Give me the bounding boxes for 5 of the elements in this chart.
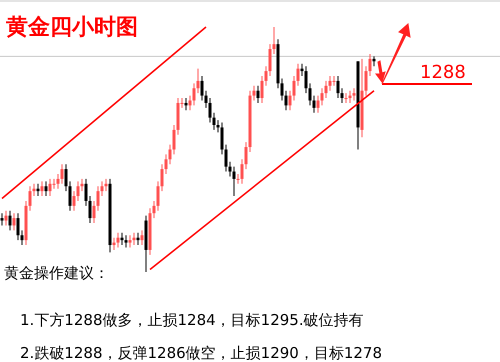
- annotation: 2.跌破1288，反弹1286做空，止损1290，目标1278: [20, 344, 382, 362]
- annotation: 1288: [420, 62, 466, 83]
- title: 黄金四小时图: [6, 15, 138, 40]
- annotation: 1.下方1288做多，止损1284，目标1295.破位持有: [20, 311, 364, 329]
- annotation: 黄金操作建议：: [4, 264, 109, 282]
